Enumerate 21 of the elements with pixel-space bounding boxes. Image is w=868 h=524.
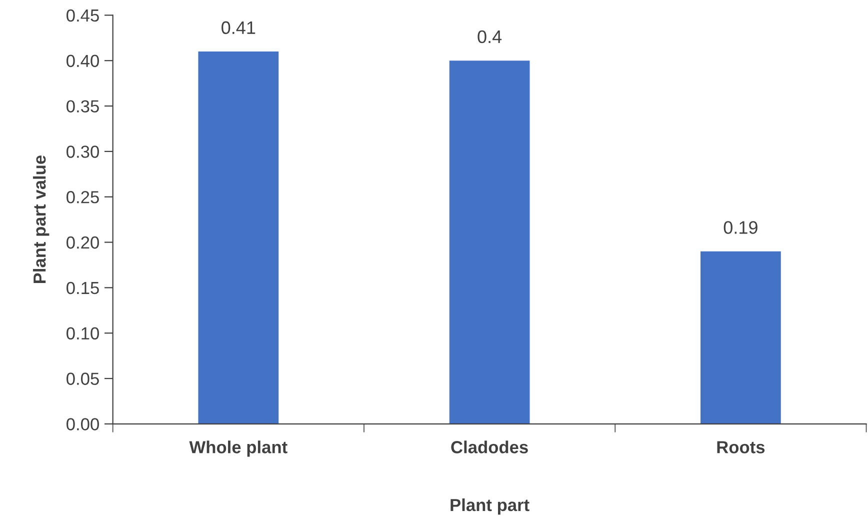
y-tick-label: 0.35	[66, 100, 99, 112]
x-axis-title: Plant part	[450, 498, 530, 515]
data-label: 0.41	[222, 21, 256, 34]
x-tick-label: Whole plant	[189, 440, 288, 457]
bar	[449, 60, 530, 424]
bar	[198, 52, 279, 424]
y-tick-label: 0.25	[66, 191, 99, 204]
y-axis-title: Plant part value	[33, 156, 50, 284]
y-tick-label: 0.30	[66, 146, 99, 158]
data-label: 0.19	[724, 221, 758, 234]
y-tick-label: 0.10	[66, 327, 99, 340]
x-tick-label: Cladodes	[451, 440, 528, 454]
y-tick-label: 0.00	[66, 418, 99, 430]
bar	[700, 251, 781, 424]
y-tick-label: 0.05	[66, 372, 99, 385]
y-tick-label: 0.45	[66, 9, 99, 22]
y-tick-label: 0.15	[66, 282, 99, 294]
data-label: 0.4	[478, 30, 502, 44]
y-tick-label: 0.40	[66, 54, 99, 68]
y-tick-label: 0.20	[66, 236, 99, 249]
x-tick-label: Roots	[717, 441, 765, 454]
